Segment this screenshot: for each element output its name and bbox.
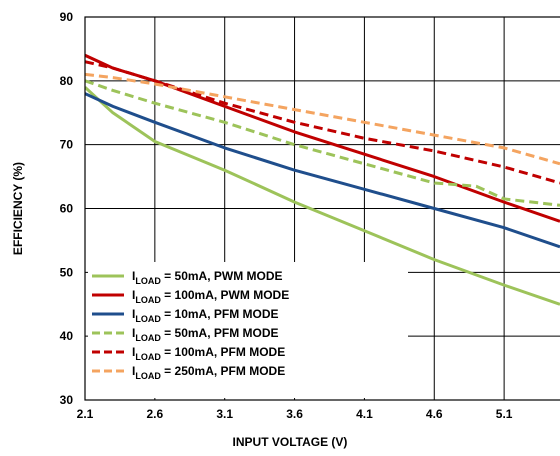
y-tick-label: 70 bbox=[60, 138, 74, 152]
x-tick-label: 2.1 bbox=[77, 407, 94, 421]
x-tick-label: 2.6 bbox=[147, 407, 164, 421]
y-tick-label: 90 bbox=[60, 10, 74, 24]
legend-label: ILOAD = 50mA, PWM MODE bbox=[132, 269, 283, 286]
x-axis-title: INPUT VOLTAGE (V) bbox=[233, 435, 348, 449]
y-axis-title: EFFICIENCY (%) bbox=[11, 162, 25, 255]
legend-background bbox=[88, 262, 408, 398]
x-tick-label: 5.1 bbox=[496, 407, 513, 421]
legend-label: ILOAD = 100mA, PFM MODE bbox=[132, 345, 285, 362]
series-line-6 bbox=[85, 72, 560, 166]
x-tick-label: 4.1 bbox=[356, 407, 373, 421]
legend: ILOAD = 50mA, PWM MODE ILOAD = 100mA, PWM… bbox=[88, 262, 408, 398]
x-tick-label: 4.6 bbox=[426, 407, 443, 421]
y-tick-label: 40 bbox=[60, 329, 74, 343]
legend-label: ILOAD = 100mA, PWM MODE bbox=[132, 288, 289, 305]
legend-label: ILOAD = 10mA, PFM MODE bbox=[132, 307, 279, 324]
series-line-5 bbox=[85, 60, 560, 185]
series-line-1 bbox=[85, 86, 560, 306]
y-tick-label: 50 bbox=[60, 265, 74, 279]
legend-label: ILOAD = 50mA, PFM MODE bbox=[132, 326, 279, 343]
y-tick-label: 60 bbox=[60, 202, 74, 216]
series-line-3 bbox=[85, 92, 560, 249]
x-tick-label: 3.1 bbox=[216, 407, 233, 421]
legend-label: ILOAD = 250mA, PFM MODE bbox=[132, 364, 285, 381]
y-tick-label: 80 bbox=[60, 74, 74, 88]
series-group bbox=[85, 53, 560, 306]
series-line-4 bbox=[85, 79, 560, 207]
x-tick-labels: 2.1 2.6 3.1 3.6 4.1 4.6 5.1 bbox=[77, 407, 513, 421]
x-tick-label: 3.6 bbox=[286, 407, 303, 421]
y-tick-label: 30 bbox=[60, 393, 74, 407]
y-tick-labels: 30 40 50 60 70 80 90 bbox=[60, 10, 74, 407]
plot-frame bbox=[84, 16, 560, 401]
